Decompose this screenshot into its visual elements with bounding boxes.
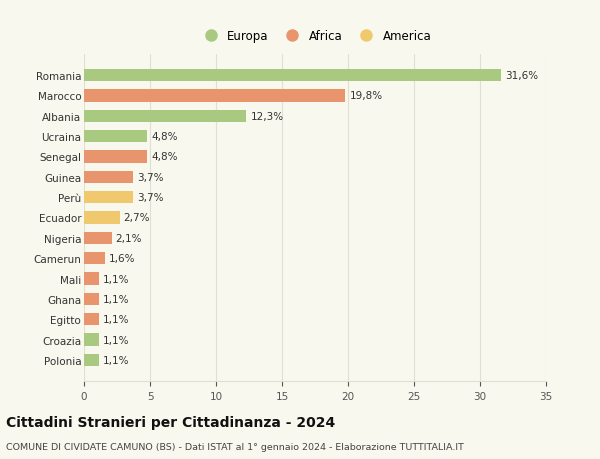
Text: 2,1%: 2,1%	[116, 233, 142, 243]
Bar	[84, 313, 98, 325]
Bar	[84, 252, 105, 265]
Bar	[84, 212, 119, 224]
Text: 4,8%: 4,8%	[151, 132, 178, 142]
Text: 1,6%: 1,6%	[109, 254, 136, 263]
Text: 19,8%: 19,8%	[349, 91, 382, 101]
Text: 31,6%: 31,6%	[505, 71, 538, 81]
Text: 1,1%: 1,1%	[103, 355, 129, 365]
Text: 12,3%: 12,3%	[250, 112, 283, 122]
Bar	[84, 171, 133, 184]
Text: 3,7%: 3,7%	[137, 173, 163, 182]
Text: Cittadini Stranieri per Cittadinanza - 2024: Cittadini Stranieri per Cittadinanza - 2…	[6, 415, 335, 429]
Text: COMUNE DI CIVIDATE CAMUNO (BS) - Dati ISTAT al 1° gennaio 2024 - Elaborazione TU: COMUNE DI CIVIDATE CAMUNO (BS) - Dati IS…	[6, 442, 464, 451]
Bar	[84, 334, 98, 346]
Bar	[84, 293, 98, 305]
Bar	[84, 192, 133, 204]
Text: 3,7%: 3,7%	[137, 193, 163, 203]
Bar	[84, 70, 501, 82]
Bar	[84, 111, 247, 123]
Bar	[84, 354, 98, 366]
Text: 2,7%: 2,7%	[124, 213, 150, 223]
Bar	[84, 232, 112, 244]
Text: 1,1%: 1,1%	[103, 274, 129, 284]
Text: 4,8%: 4,8%	[151, 152, 178, 162]
Text: 1,1%: 1,1%	[103, 294, 129, 304]
Text: 1,1%: 1,1%	[103, 314, 129, 325]
Text: 1,1%: 1,1%	[103, 335, 129, 345]
Bar	[84, 131, 148, 143]
Bar	[84, 151, 148, 163]
Bar	[84, 90, 346, 102]
Bar	[84, 273, 98, 285]
Legend: Europa, Africa, America: Europa, Africa, America	[194, 25, 436, 48]
